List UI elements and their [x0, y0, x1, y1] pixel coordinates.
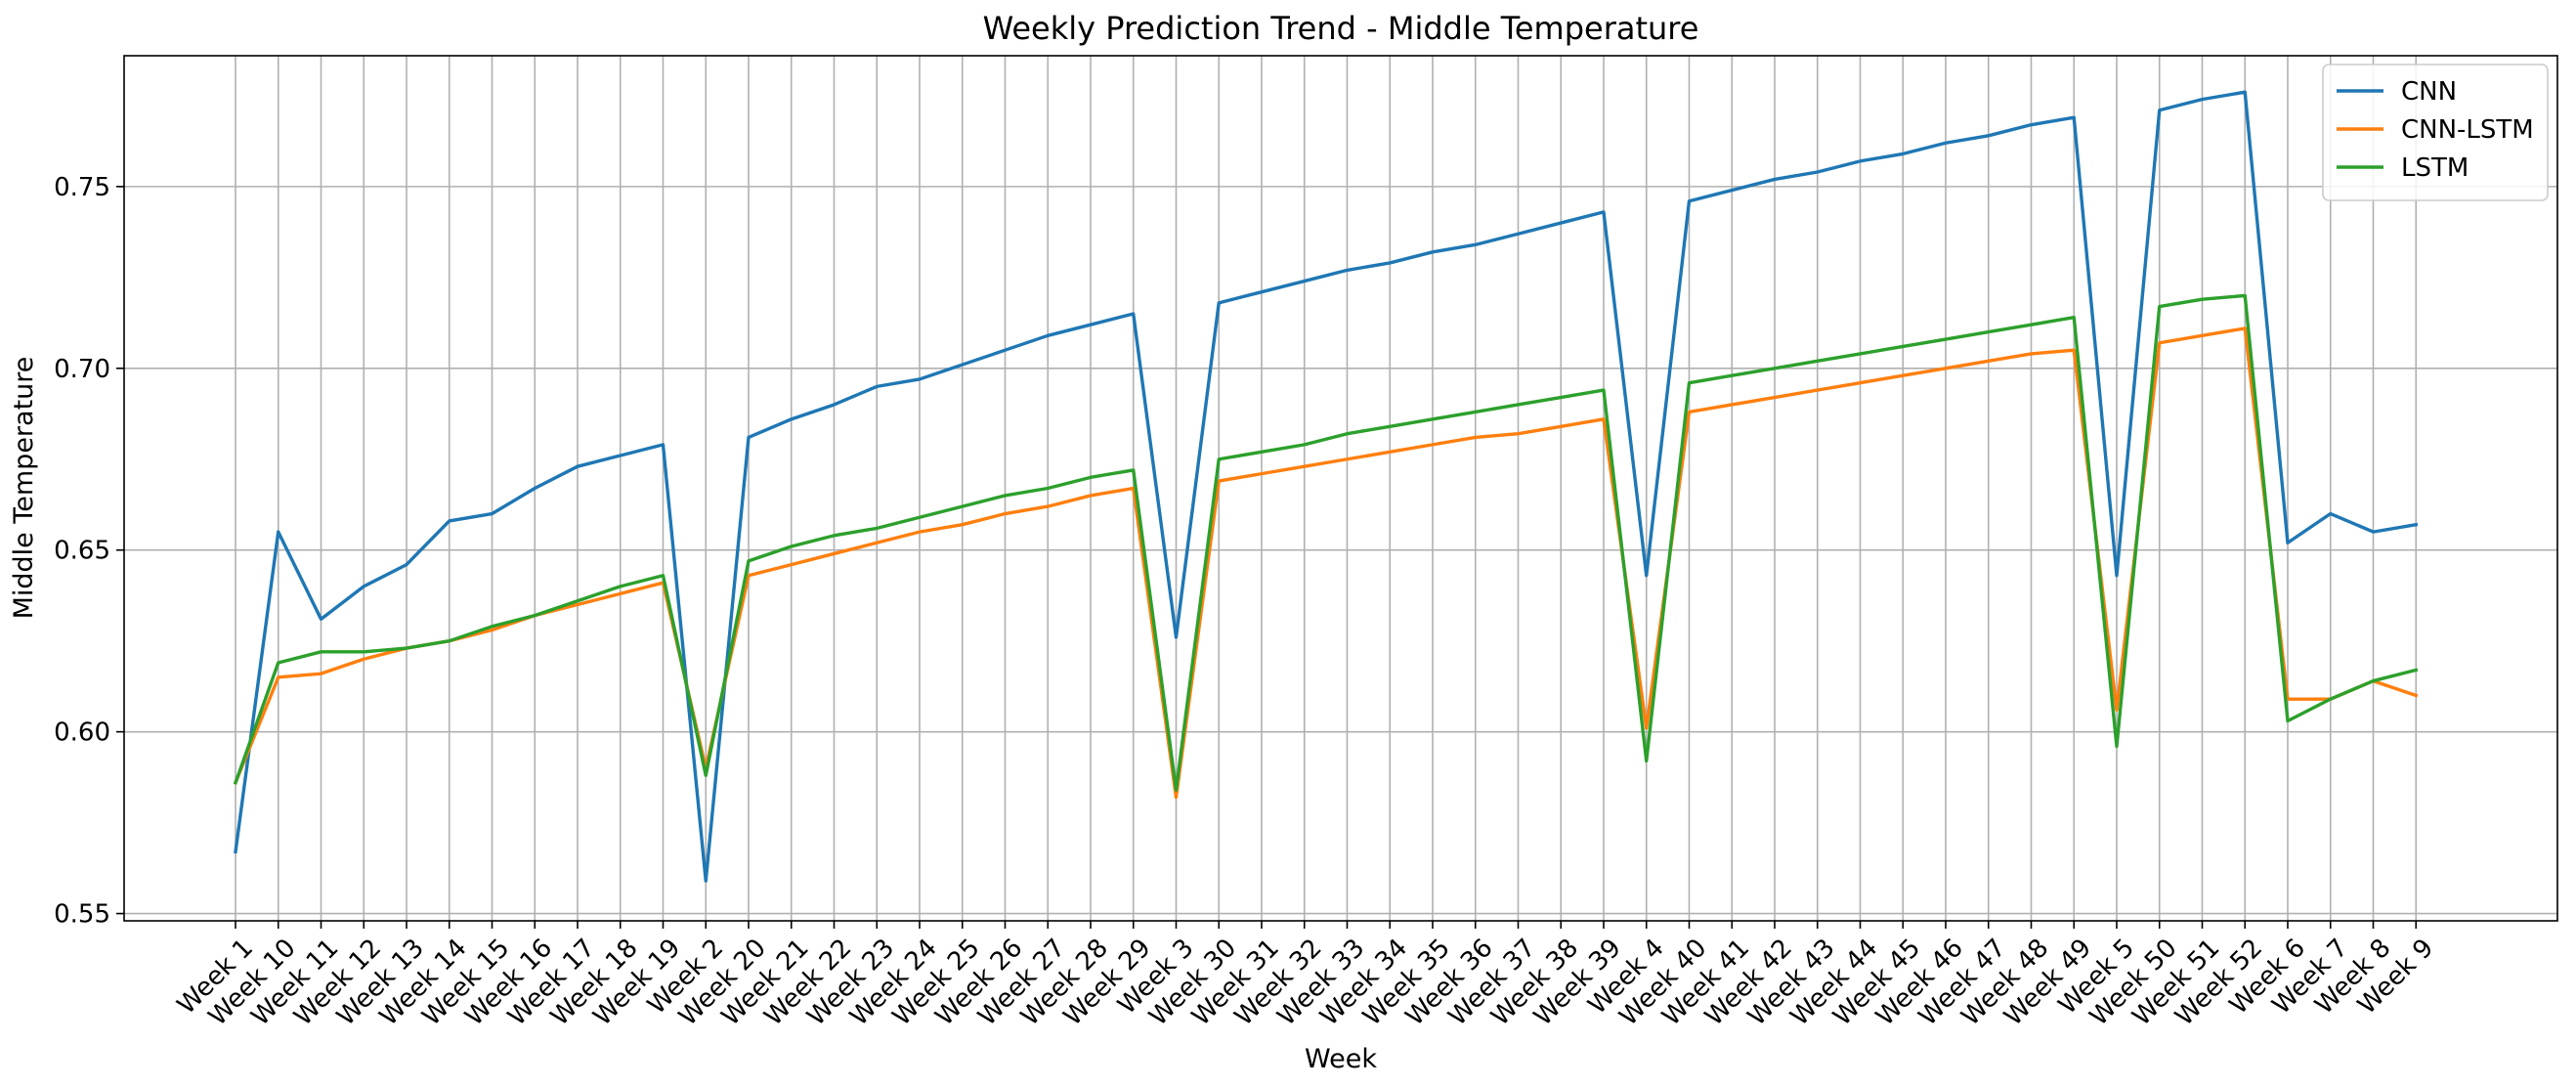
series-line-cnn-lstm [233, 326, 2419, 800]
y-tick-label: 0.70 [54, 355, 110, 384]
legend-label: CNN [2401, 77, 2457, 107]
series-line-lstm [233, 293, 2419, 792]
y-tick-label: 0.55 [54, 900, 110, 930]
legend: CNN CNN-LSTM LSTM [2322, 64, 2549, 201]
chart-title: Weekly Prediction Trend - Middle Tempera… [983, 10, 1699, 47]
series-layer [233, 90, 2419, 883]
grid-layer [124, 56, 2557, 921]
x-axis-label: Week [1305, 1044, 1377, 1074]
legend-label: CNN-LSTM [2401, 115, 2534, 145]
legend-label: LSTM [2401, 153, 2469, 183]
y-tick-label: 0.60 [54, 718, 110, 748]
y-tick-label: 0.75 [54, 173, 110, 202]
y-tick-label: 0.65 [54, 537, 110, 566]
plot-area-frame [123, 55, 2558, 922]
y-axis-label: Middle Temperature [9, 357, 39, 620]
series-line-cnn [234, 90, 2419, 883]
